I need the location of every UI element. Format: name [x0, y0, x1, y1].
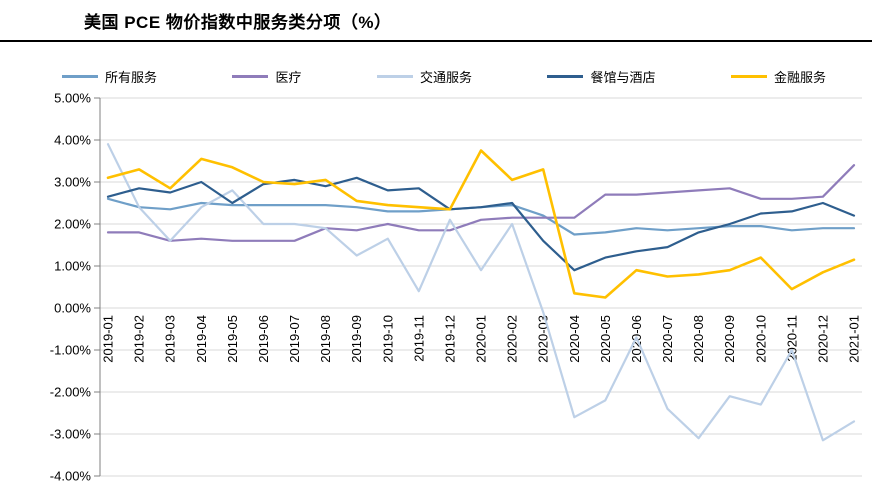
x-axis-label: 2019-09 [349, 315, 364, 363]
x-axis-label: 2019-02 [132, 315, 147, 363]
x-axis-label: 2020-04 [567, 315, 582, 363]
line-chart-plot: 5.00% 4.00% 3.00% 2.00% 1.00% 0.00% -1.00% -2.0… [0, 90, 872, 487]
x-axis-label: 2020-09 [722, 315, 737, 363]
y-axis-label: 3.00% [54, 175, 91, 190]
x-axis-label: 2019-06 [256, 315, 271, 363]
chart-title: 美国 PCE 物价指数中服务类分项（%） [84, 8, 392, 33]
legend-line-swatch [377, 75, 413, 78]
x-axis-label: 2021-01 [847, 315, 862, 363]
y-axis-label: 2.00% [54, 217, 91, 232]
x-axis-label: 2020-01 [474, 315, 489, 363]
title-divider [0, 40, 872, 42]
x-axis-label: 2019-12 [442, 315, 457, 363]
x-axis-label: 2020-02 [505, 315, 520, 363]
legend-label: 交通服务 [420, 67, 472, 86]
legend-item-0: 所有服务 [62, 67, 157, 86]
legend-label: 金融服务 [774, 67, 826, 86]
x-axis-label: 2020-05 [598, 315, 613, 363]
legend-line-swatch [232, 75, 268, 78]
y-axis-label: -1.00% [50, 343, 92, 358]
x-axis-label: 2020-12 [815, 315, 830, 363]
y-axis-label: 5.00% [54, 91, 91, 106]
x-axis-label: 2019-01 [101, 315, 116, 363]
legend-line-swatch [731, 75, 767, 78]
series-line-2 [108, 144, 854, 440]
x-axis-label: 2020-10 [753, 315, 768, 363]
series-line-1 [108, 165, 854, 241]
x-axis-label: 2020-11 [784, 315, 799, 362]
x-axis-label: 2020-08 [691, 315, 706, 363]
legend-item-3: 餐馆与酒店 [547, 67, 655, 86]
x-axis-label: 2019-08 [318, 315, 333, 363]
legend-item-1: 医疗 [232, 67, 301, 86]
x-axis-label: 2019-04 [194, 315, 209, 363]
y-axis-label: 0.00% [54, 301, 91, 316]
x-axis-label: 2019-10 [380, 315, 395, 363]
x-axis-label: 2019-03 [163, 315, 178, 363]
x-axis-label: 2020-07 [660, 315, 675, 363]
y-axis-label: 4.00% [54, 133, 91, 148]
x-axis-label: 2019-05 [225, 315, 240, 363]
legend-item-2: 交通服务 [377, 67, 472, 86]
legend-line-swatch [547, 75, 583, 78]
legend-line-swatch [62, 75, 98, 78]
x-axis-label: 2019-07 [287, 315, 302, 363]
y-axis-label: -2.00% [50, 385, 92, 400]
legend-label: 医疗 [275, 67, 301, 86]
series-line-0 [108, 199, 854, 235]
y-axis-label: -4.00% [50, 469, 92, 484]
legend-label: 餐馆与酒店 [590, 67, 655, 86]
chart-legend: 所有服务 医疗 交通服务 餐馆与酒店 金融服务 [62, 66, 826, 86]
legend-item-4: 金融服务 [731, 67, 826, 86]
x-axis-label: 2020-03 [536, 315, 551, 363]
y-axis-label: 1.00% [54, 259, 91, 274]
y-axis-label: -3.00% [50, 427, 92, 442]
legend-label: 所有服务 [105, 67, 157, 86]
x-axis-label: 2019-11 [411, 315, 426, 362]
figure-container: 美国 PCE 物价指数中服务类分项（%） 所有服务 医疗 交通服务 餐馆与酒店 金融服务… [0, 0, 872, 487]
